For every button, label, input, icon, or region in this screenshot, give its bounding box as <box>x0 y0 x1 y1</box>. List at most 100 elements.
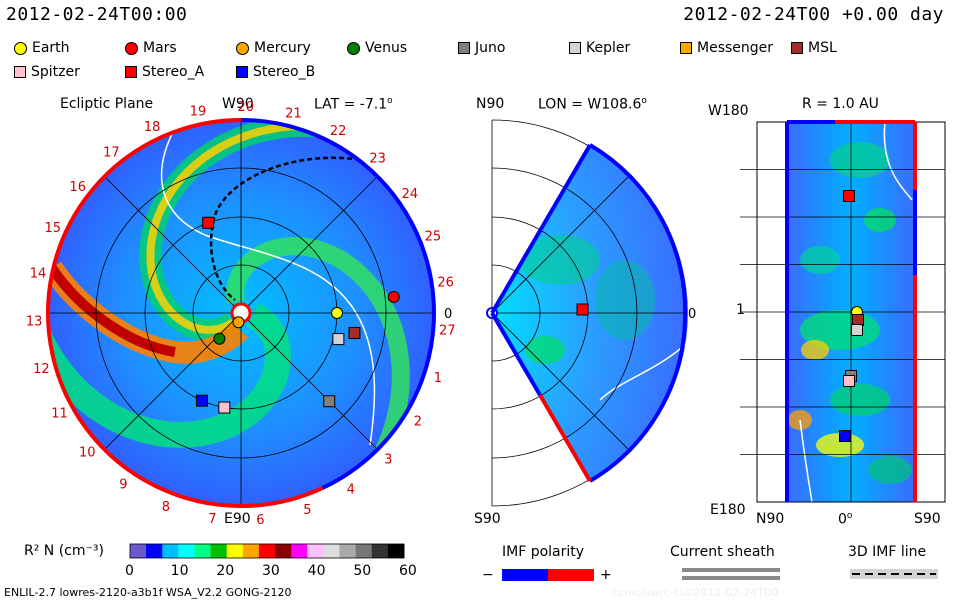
day-tick-label: 17 <box>103 146 120 161</box>
day-tick-label: 16 <box>69 180 86 195</box>
density-arm <box>48 275 292 448</box>
grid-spoke <box>491 312 629 450</box>
density-blob <box>864 208 896 232</box>
day-tick-label: 2 <box>414 415 422 430</box>
imf-line <box>209 156 361 301</box>
legend-item-juno: Juno <box>458 40 505 56</box>
colorbar-segment <box>210 544 228 558</box>
ecliptic-top-label: W90 <box>222 96 254 112</box>
day-tick-label: 23 <box>369 152 386 167</box>
day-tick-label: 24 <box>402 187 419 202</box>
colorbar-segment <box>275 544 292 558</box>
mercury-marker-icon <box>236 41 249 55</box>
kepler-marker <box>851 324 863 336</box>
colorbar-segment <box>387 544 405 558</box>
meridional-objects <box>576 303 589 316</box>
day-tick-label: 15 <box>44 221 61 236</box>
density-blob <box>816 433 864 457</box>
colorbar-segment <box>291 544 308 558</box>
map-panel <box>740 120 946 503</box>
density-blob <box>868 456 912 484</box>
legend-item-stereo-a: Stereo_A <box>125 64 204 80</box>
day-tick-label: 21 <box>285 107 302 122</box>
density-blob <box>830 384 890 416</box>
date-left: 2012-02-24T00:00 <box>6 4 188 25</box>
colorbar-segment <box>194 544 212 558</box>
colorbar-tick: 30 <box>262 563 280 579</box>
density-blob <box>801 340 829 360</box>
meridional-density-features <box>520 235 688 401</box>
day-tick-label: 11 <box>51 407 68 422</box>
ecliptic-title: Ecliptic Plane <box>60 96 154 112</box>
colorbar-segment <box>130 544 147 558</box>
meridional-lon-label: LON = W108.6o <box>538 96 647 113</box>
imf-polarity-legend <box>502 569 594 581</box>
legend-item-spitzer: Spitzer <box>14 64 80 80</box>
colorbar-segment <box>226 544 244 558</box>
run-info: ccmc/swrc-cid/2012-02-24T00 <box>612 586 779 599</box>
polarity-edge <box>490 143 592 315</box>
legend-label: Earth <box>32 40 70 56</box>
polarity-edge <box>490 311 542 397</box>
colorbar-tick: 60 <box>399 563 417 579</box>
kepler-marker <box>332 333 345 346</box>
legend-label: Juno <box>475 40 506 56</box>
polarity-edge <box>538 393 592 483</box>
colorbar-segment <box>242 544 260 558</box>
mars-marker-icon <box>125 41 138 55</box>
meridional-panel: 0 <box>486 119 696 507</box>
day-tick-label: 22 <box>330 124 347 139</box>
colorbar-segment <box>162 544 179 558</box>
day-tick-label: 3 <box>384 452 392 467</box>
legend-item-stereo-b: Stereo_B <box>236 64 315 80</box>
imf-plus-label: + <box>600 567 612 583</box>
stereo-b-marker <box>195 394 208 407</box>
polarity-arc <box>588 319 687 483</box>
map-top-left: W180 <box>708 103 749 119</box>
day-tick-label: 5 <box>303 503 311 518</box>
day-tick-label: 27 <box>439 324 456 339</box>
map-x-mid: 0o <box>838 511 853 528</box>
day-tick-label: 25 <box>425 229 442 244</box>
density-blob <box>800 246 840 274</box>
imf-minus-label: − <box>482 567 494 583</box>
density-blob <box>830 142 890 178</box>
stereo-a-marker <box>202 216 215 229</box>
ecliptic-right-label: 0 <box>444 307 452 322</box>
ecliptic-lat-label: LAT = -7.1o <box>314 96 393 113</box>
density-blob <box>525 336 565 364</box>
day-tick-label: 12 <box>33 362 50 377</box>
legend-item-kepler: Kepler <box>569 40 630 56</box>
polarity-arc <box>240 118 436 490</box>
map-density-features <box>788 122 913 502</box>
day-tick-label: 26 <box>437 276 454 291</box>
colorbar-tick: 50 <box>353 563 372 579</box>
density-colorbar <box>129 543 405 559</box>
day-tick-label: 13 <box>26 314 43 329</box>
meridional-top-label: N90 <box>476 96 505 112</box>
map-r-label: R = 1.0 AU <box>802 96 879 112</box>
stereo-b-marker <box>839 430 851 442</box>
map-x-left: N90 <box>756 511 785 527</box>
venus-marker <box>213 332 226 345</box>
legend-label: MSL <box>808 40 837 56</box>
colorbar-segment <box>178 544 195 558</box>
day-tick-label: 1 <box>434 371 442 386</box>
imf-negative-swatch <box>502 569 548 581</box>
juno-marker <box>323 395 336 408</box>
density-blob <box>595 260 655 340</box>
colorbar-label: R² N (cm⁻³) <box>24 543 104 559</box>
legend-item-messenger: Messenger <box>680 40 773 56</box>
colorbar-tick: 20 <box>216 563 235 579</box>
imf-polarity-label: IMF polarity <box>502 544 585 560</box>
current-sheath-line-1 <box>682 568 780 572</box>
msl-marker <box>852 314 864 326</box>
density-blob <box>520 235 600 285</box>
legend-item-earth: Earth <box>14 40 70 56</box>
ecliptic-day-ticks: 19 20 212223242526271234567891011121314151… <box>26 100 456 528</box>
legend-label: Kepler <box>586 40 631 56</box>
stereo_a-marker-icon <box>125 66 137 78</box>
density-arm <box>226 237 410 506</box>
meridional-bottom-label: S90 <box>474 511 501 527</box>
